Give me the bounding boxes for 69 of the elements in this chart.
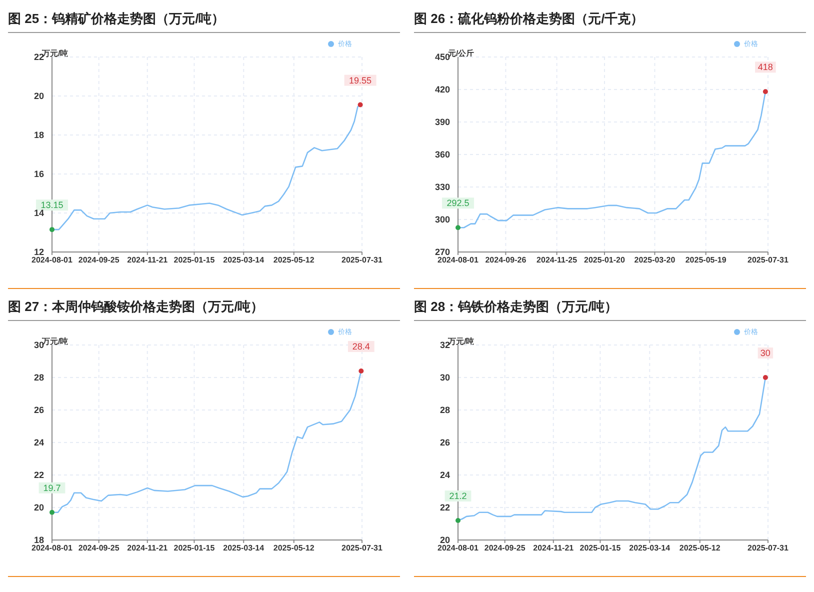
x-tick-label: 2024-08-01	[32, 544, 74, 553]
y-tick-label: 14	[34, 208, 44, 218]
y-tick-label: 18	[34, 130, 44, 140]
x-tick-label: 2025-03-14	[223, 544, 265, 553]
y-tick-label: 24	[440, 470, 450, 480]
y-tick-label: 16	[34, 169, 44, 180]
y-tick-label: 390	[434, 117, 450, 128]
y-tick-label: 30	[34, 340, 44, 350]
x-tick-label: 2024-09-26	[485, 256, 527, 265]
y-tick-label: 18	[34, 535, 44, 546]
y-tick-label: 12	[34, 247, 44, 258]
y-tick-label: 360	[434, 150, 450, 160]
y-tick-label: 20	[34, 502, 44, 513]
x-tick-label: 2025-01-15	[174, 544, 216, 553]
x-tick-label: 2025-07-31	[342, 544, 384, 553]
x-tick-label: 2025-05-12	[679, 544, 721, 553]
x-tick-label: 2024-08-01	[32, 256, 74, 265]
x-tick-label: 2024-09-25	[78, 544, 120, 553]
y-tick-label: 330	[434, 182, 450, 192]
x-tick-label: 2025-01-20	[584, 256, 626, 265]
y-tick-label: 22	[440, 502, 450, 513]
x-tick-label: 2025-01-15	[174, 256, 216, 265]
y-tick-label: 26	[34, 405, 44, 416]
x-tick-label: 2024-08-01	[438, 544, 480, 553]
x-tick-label: 2024-09-25	[78, 256, 120, 265]
y-tick-label: 450	[434, 52, 450, 62]
x-tick-label: 2025-07-31	[342, 256, 384, 265]
annotation: 19.7	[43, 482, 61, 493]
x-tick-label: 2025-03-14	[629, 544, 671, 553]
annotation: 21.2	[449, 491, 467, 501]
y-tick-label: 32	[440, 340, 450, 350]
x-tick-label: 2024-08-01	[438, 256, 480, 265]
y-tick-label: 28	[34, 372, 44, 383]
y-tick-label: 24	[34, 438, 44, 448]
y-tick-label: 420	[434, 84, 450, 95]
x-tick-label: 2024-11-21	[127, 544, 168, 553]
x-tick-label: 2024-11-25	[536, 256, 578, 265]
x-tick-label: 2025-05-12	[273, 256, 315, 265]
x-tick-label: 2025-07-31	[748, 256, 790, 265]
x-tick-label: 2025-03-14	[223, 256, 265, 265]
y-axis-title: 万元/吨	[42, 48, 68, 58]
annotation: 30	[760, 348, 770, 358]
y-tick-label: 22	[34, 470, 44, 480]
annotation: 292.5	[446, 198, 470, 208]
x-tick-label: 2025-03-20	[634, 256, 676, 265]
y-tick-label: 270	[434, 247, 450, 258]
chart-title: 图 25：钨精矿价格走势图（万元/吨）	[8, 8, 400, 33]
x-tick-label: 2025-01-15	[580, 544, 622, 553]
x-tick-label: 2024-09-25	[484, 544, 526, 553]
annotation: 418	[758, 62, 773, 72]
annotation: 28.4	[352, 342, 370, 352]
y-tick-label: 300	[434, 214, 450, 225]
x-tick-label: 2025-07-31	[748, 544, 790, 553]
x-tick-label: 2024-11-21	[127, 256, 168, 265]
annotation: 13.15	[40, 200, 64, 210]
chart-title: 图 28：钨铁价格走势图（万元/吨）	[414, 296, 806, 321]
y-axis-title: 万元/吨	[448, 336, 474, 346]
chart-title: 图 27：本周仲钨酸铵价格走势图（万元/吨）	[8, 296, 400, 321]
y-tick-label: 26	[440, 438, 450, 448]
x-tick-label: 2025-05-12	[273, 544, 315, 553]
chart-title: 图 26：硫化钨粉价格走势图（元/千克）	[414, 8, 806, 33]
x-tick-label: 2025-05-19	[685, 256, 727, 265]
y-tick-label: 30	[440, 372, 450, 383]
y-tick-label: 22	[34, 52, 44, 62]
y-tick-label: 20	[34, 91, 44, 102]
y-tick-label: 28	[440, 405, 450, 416]
annotation: 19.55	[349, 75, 372, 86]
y-tick-label: 20	[440, 535, 450, 546]
x-tick-label: 2024-11-21	[533, 544, 574, 553]
